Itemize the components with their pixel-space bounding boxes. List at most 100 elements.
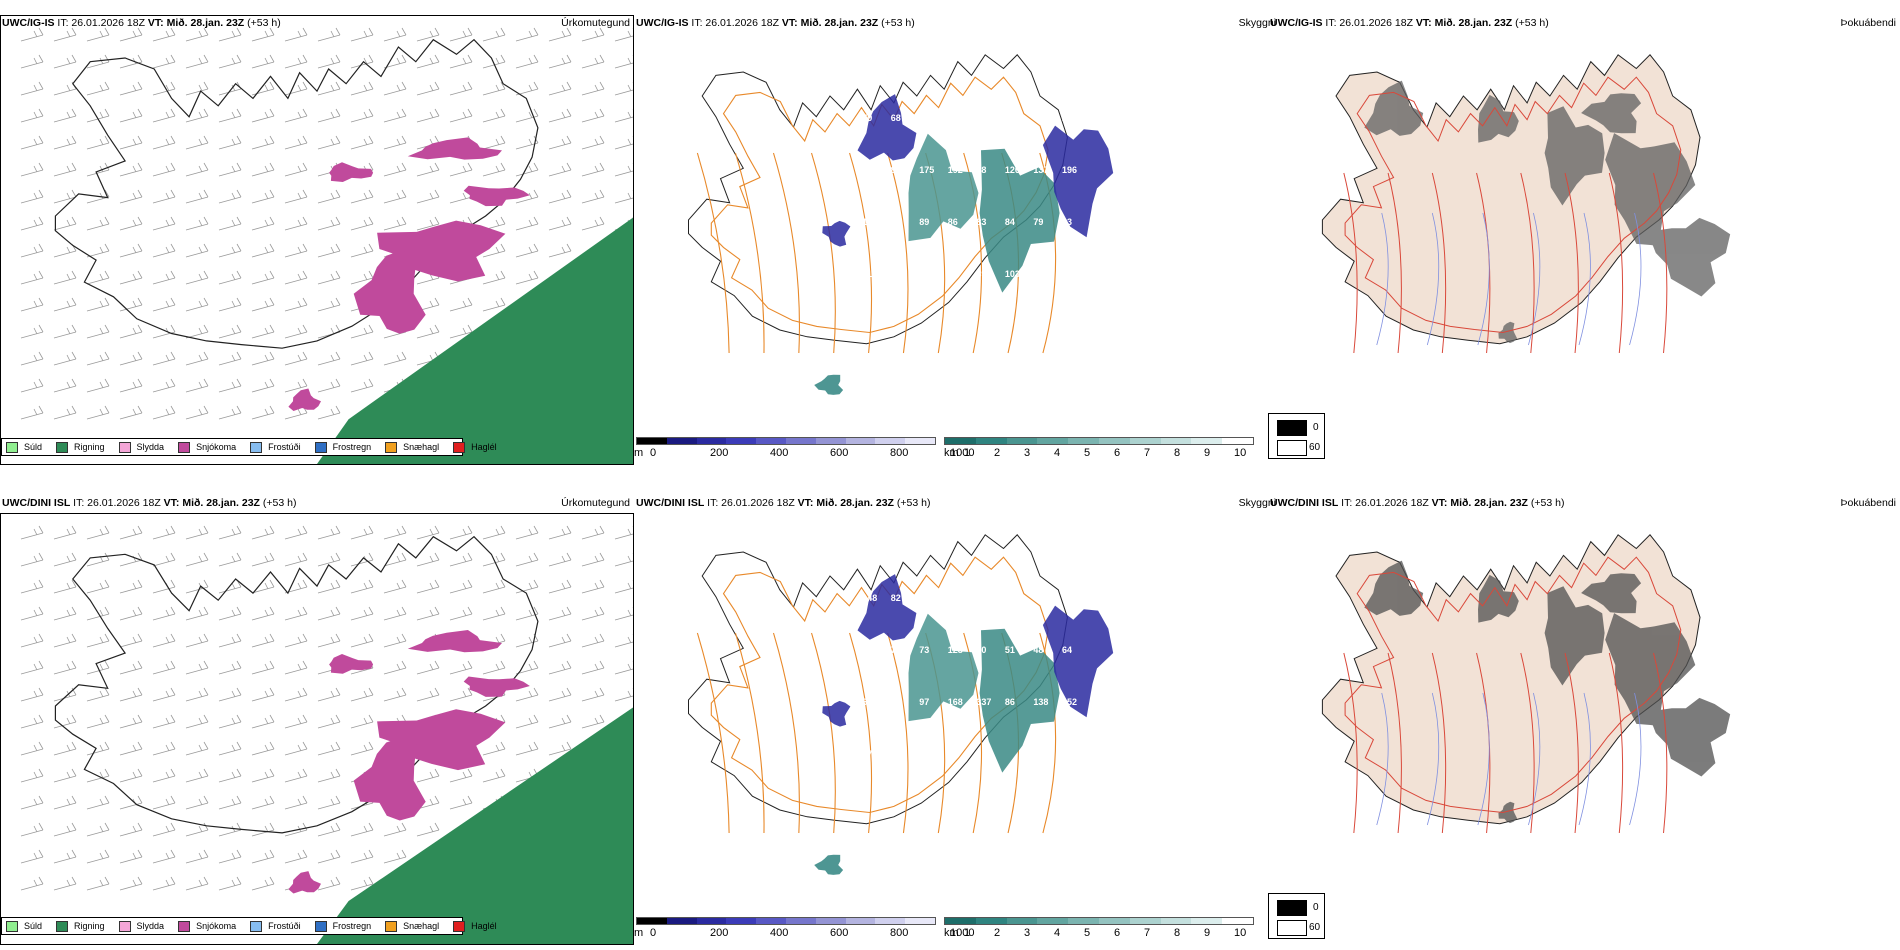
ptype-legend-label: Snjókoma bbox=[196, 442, 237, 452]
lead-time: (+53 h) bbox=[896, 497, 931, 509]
ptype-legend-swatch bbox=[56, 441, 69, 453]
colorbar-tick-label: 4 bbox=[1054, 447, 1061, 459]
visibility-value-label: 48 bbox=[1033, 645, 1043, 655]
visibility-value-label: 67 bbox=[1005, 593, 1015, 603]
colorbar-tick-label: 5 bbox=[1084, 447, 1091, 459]
panel-header: UWC/IG-IS IT: 26.01.2026 18Z VT: Mið. 28… bbox=[634, 13, 1276, 33]
colorbar-tick-label: 10 bbox=[1234, 927, 1247, 939]
visibility-map: 70 68 80 77 80 110 76 231 122 80 175 192 68 126 137 196… bbox=[634, 33, 1268, 433]
visibility-value-label: 103 bbox=[1005, 269, 1020, 279]
ptype-legend-swatch bbox=[314, 441, 327, 453]
ptype-legend-item: Slydda bbox=[118, 920, 164, 932]
colorbar-segment bbox=[845, 918, 876, 924]
panel-header: UWC/DINI ISL IT: 26.01.2026 18Z VT: Mið.… bbox=[0, 493, 634, 513]
colorbar-segment bbox=[666, 438, 697, 444]
colorbar-segment bbox=[1037, 918, 1069, 924]
ptype-legend-label: Haglél bbox=[471, 442, 497, 452]
visibility-value-label: 175 bbox=[919, 165, 934, 175]
visibility-value-label: 85 bbox=[948, 749, 958, 759]
ptype-legend-swatch bbox=[314, 920, 327, 932]
ptype-legend-swatch bbox=[250, 441, 263, 453]
colorbar-segment bbox=[696, 438, 727, 444]
lead-time: (+53 h) bbox=[262, 497, 297, 509]
colorbar-tick-label: 200 bbox=[710, 447, 729, 459]
colorbar-tick-label: 800 bbox=[890, 927, 909, 939]
colorbar-segment bbox=[905, 438, 935, 444]
colorbar-segment bbox=[975, 918, 1007, 924]
colorbar-segment bbox=[1098, 918, 1130, 924]
visibility-value-label: 60 bbox=[862, 697, 872, 707]
visibility-value-label: 231 bbox=[1062, 113, 1077, 123]
colorbars: m 0 200 400 600 800 1000 km 1 2 3 4 5 6 7 8 9 10 bbox=[634, 917, 1268, 943]
valid-time: Mið. 28.jan. 23Z bbox=[182, 497, 260, 509]
visibility-value-label: 77 bbox=[948, 113, 958, 123]
panel-header: UWC/DINI ISL IT: 26.01.2026 18Z VT: Mið.… bbox=[1268, 493, 1900, 513]
init-time: IT: 26.01.2026 18Z bbox=[1325, 17, 1413, 29]
ptype-legend-label: Frostregn bbox=[332, 921, 372, 931]
fog-panel-row1: UWC/IG-IS IT: 26.01.2026 18Z VT: Mið. 28… bbox=[1268, 13, 1900, 465]
visibility-unit: km bbox=[944, 447, 959, 459]
colorbar-segment bbox=[1068, 438, 1099, 444]
ptype-legend-label: Slydda bbox=[136, 442, 165, 452]
colorbar-segment bbox=[1191, 918, 1223, 924]
init-time: IT: 26.01.2026 18Z bbox=[707, 497, 795, 509]
colorbar-segment bbox=[696, 918, 727, 924]
ptype-legend-swatch bbox=[385, 441, 398, 453]
colorbar-segment bbox=[1160, 918, 1192, 924]
colorbar-segment bbox=[637, 918, 667, 924]
visibility-value-label: 64 bbox=[1062, 645, 1072, 655]
panel-title: Þokuábendi bbox=[1840, 497, 1896, 509]
visibility-value-label: 148 bbox=[862, 593, 877, 603]
visibility-value-label: 86 bbox=[1005, 697, 1015, 707]
ptype-legend-label: Snjókoma bbox=[196, 921, 237, 931]
panel-header: UWC/DINI ISL IT: 26.01.2026 18Z VT: Mið.… bbox=[634, 493, 1276, 513]
colorbar-tick-label: 8 bbox=[1174, 447, 1181, 459]
colorbar-tick-label: 1000 bbox=[950, 927, 975, 939]
visibility-value-label: 122 bbox=[862, 165, 877, 175]
low-visibility-areas bbox=[814, 574, 1114, 875]
visibility-value-label: 81 bbox=[891, 217, 901, 227]
visibility-value-label: 89 bbox=[919, 217, 929, 227]
colorbar-segment bbox=[726, 438, 757, 444]
ptype-legend-item: Frostregn bbox=[314, 920, 372, 932]
ptype-legend-label: Súld bbox=[24, 442, 43, 452]
ptype-legend-item: Haglél bbox=[453, 441, 497, 453]
coastline bbox=[54, 535, 539, 834]
visibility-value-label: 58 bbox=[1033, 269, 1043, 279]
visibility-value-label: 84 bbox=[1005, 217, 1015, 227]
visibility-value-label: 110 bbox=[862, 645, 877, 655]
ptype-legend-label: Frostregn bbox=[332, 442, 372, 452]
colorbar-segment bbox=[1068, 918, 1099, 924]
visibility-value-label: 76 bbox=[891, 645, 901, 655]
colorbar-segment bbox=[756, 918, 786, 924]
fog-legend-white-label: 60 bbox=[1309, 442, 1321, 453]
height-colorbar bbox=[636, 437, 936, 445]
ptype-map bbox=[0, 15, 638, 465]
valid-time: Mið. 28.jan. 23Z bbox=[166, 17, 245, 29]
colorbar-segment bbox=[726, 918, 757, 924]
colorbar-tick-label: 4 bbox=[1054, 927, 1061, 939]
init-time: IT: 26.01.2026 18Z bbox=[57, 17, 145, 29]
ptype-map bbox=[0, 513, 638, 945]
ptype-legend-label: Haglél bbox=[471, 921, 497, 931]
ptype-panel-row1: UWC/IG-IS IT: 26.01.2026 18Z VT: Mið. 28… bbox=[0, 13, 638, 465]
lead-time: (+53 h) bbox=[881, 17, 915, 29]
ptype-legend-swatch bbox=[385, 920, 398, 932]
ptype-legend: Súld Rigning Slydda Snjókoma Frostúði Frostre… bbox=[1, 917, 497, 935]
colorbar-segment bbox=[1191, 438, 1223, 444]
visibility-value-label: 152 bbox=[1062, 697, 1077, 707]
lead-time: (+53 h) bbox=[247, 17, 281, 29]
model-name: UWC/IG-IS bbox=[2, 17, 55, 29]
ptype-legend-swatch bbox=[178, 441, 191, 453]
visibility-value-label: 196 bbox=[1062, 165, 1077, 175]
colorbar-tick-label: 600 bbox=[830, 927, 849, 939]
visibility-value-label: 79 bbox=[948, 269, 958, 279]
colorbar-segment bbox=[1006, 918, 1038, 924]
init-time: IT: 26.01.2026 18Z bbox=[691, 17, 779, 29]
colorbar-tick-label: 0 bbox=[650, 447, 657, 459]
ptype-legend-item: Snjókoma bbox=[178, 920, 237, 932]
valid-time: Mið. 28.jan. 23Z bbox=[1434, 17, 1513, 29]
fog-areas bbox=[1364, 80, 1731, 344]
visibility-value-label: 80 bbox=[976, 113, 986, 123]
visibility-colorbar bbox=[944, 437, 1254, 445]
